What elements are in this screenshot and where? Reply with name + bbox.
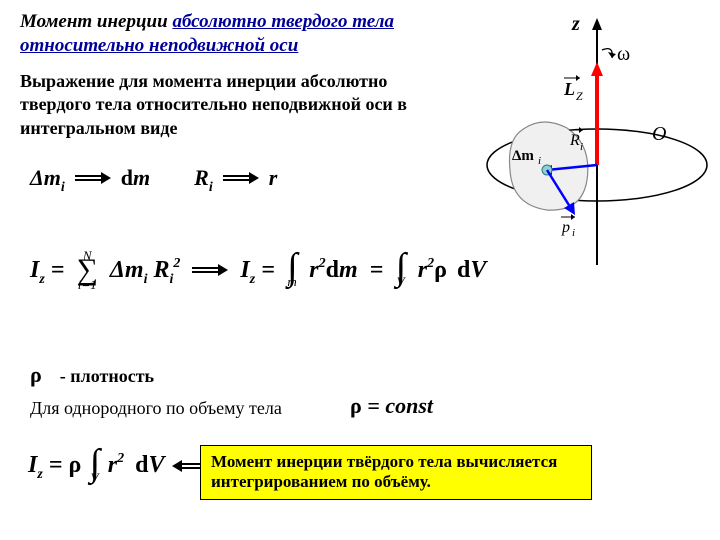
sum-term: Δmi Ri2 (110, 257, 181, 284)
svg-text:O: O (652, 123, 666, 145)
dm-term: dm (121, 165, 150, 191)
arrow-icon (192, 265, 228, 275)
integral-V: ∫ V (395, 254, 405, 286)
Iz-sum: Iz = (30, 257, 64, 284)
r2dm: r2dm (309, 257, 357, 284)
delta-mi: Δmi (30, 165, 65, 191)
page-title: Момент инерции абсолютно твердого тела о… (20, 10, 394, 58)
rho-density: ρ - плотность (30, 362, 154, 388)
svg-text:L: L (563, 79, 575, 99)
svg-text:Δm: Δm (512, 148, 534, 164)
svg-text:R: R (569, 132, 580, 149)
integral-V-final: ∫ V (89, 450, 99, 482)
svg-text:Z: Z (576, 89, 583, 103)
title-underlined: абсолютно твердого тела (172, 11, 394, 32)
Iz-int-m: Iz = (240, 257, 274, 284)
physics-diagram: O z ω L Z R i Δm i p i (452, 10, 712, 270)
svg-text:z: z (571, 13, 580, 35)
svg-text:p: p (561, 219, 570, 236)
eq-sign: = (370, 257, 384, 284)
svg-text:ω: ω (617, 43, 630, 65)
title-line2: относительно неподвижной оси (20, 35, 298, 56)
Iz-final: Iz = ρ (28, 452, 81, 479)
arrow-icon (223, 173, 259, 183)
limits-row: Δmi dm Ri r (30, 165, 277, 191)
svg-text:i: i (580, 141, 583, 153)
r2dV: r2 dV (108, 452, 165, 479)
subtitle: Выражение для момента инерции абсолютно … (20, 70, 440, 140)
r-term: r (269, 165, 278, 191)
sigma-sum: N ∑ i=1 (76, 250, 97, 290)
highlight-box: Момент инерции твёрдого тела вычисляется… (200, 445, 592, 500)
arrow-icon (75, 173, 111, 183)
title-pre: Момент инерции (20, 11, 172, 32)
integral-m: ∫ m (287, 254, 297, 286)
svg-text:i: i (538, 155, 541, 167)
main-equation: Iz = N ∑ i=1 Δmi Ri2 Iz = ∫ m r2dm = ∫ V… (30, 250, 486, 290)
svg-text:i: i (572, 227, 575, 239)
homogeneous-line: Для однородного по объему тела (30, 398, 282, 419)
rho-const: ρ = const (350, 393, 433, 419)
Ri-term: Ri (194, 165, 213, 191)
final-equation: Iz = ρ ∫ V r2 dV (28, 450, 208, 482)
